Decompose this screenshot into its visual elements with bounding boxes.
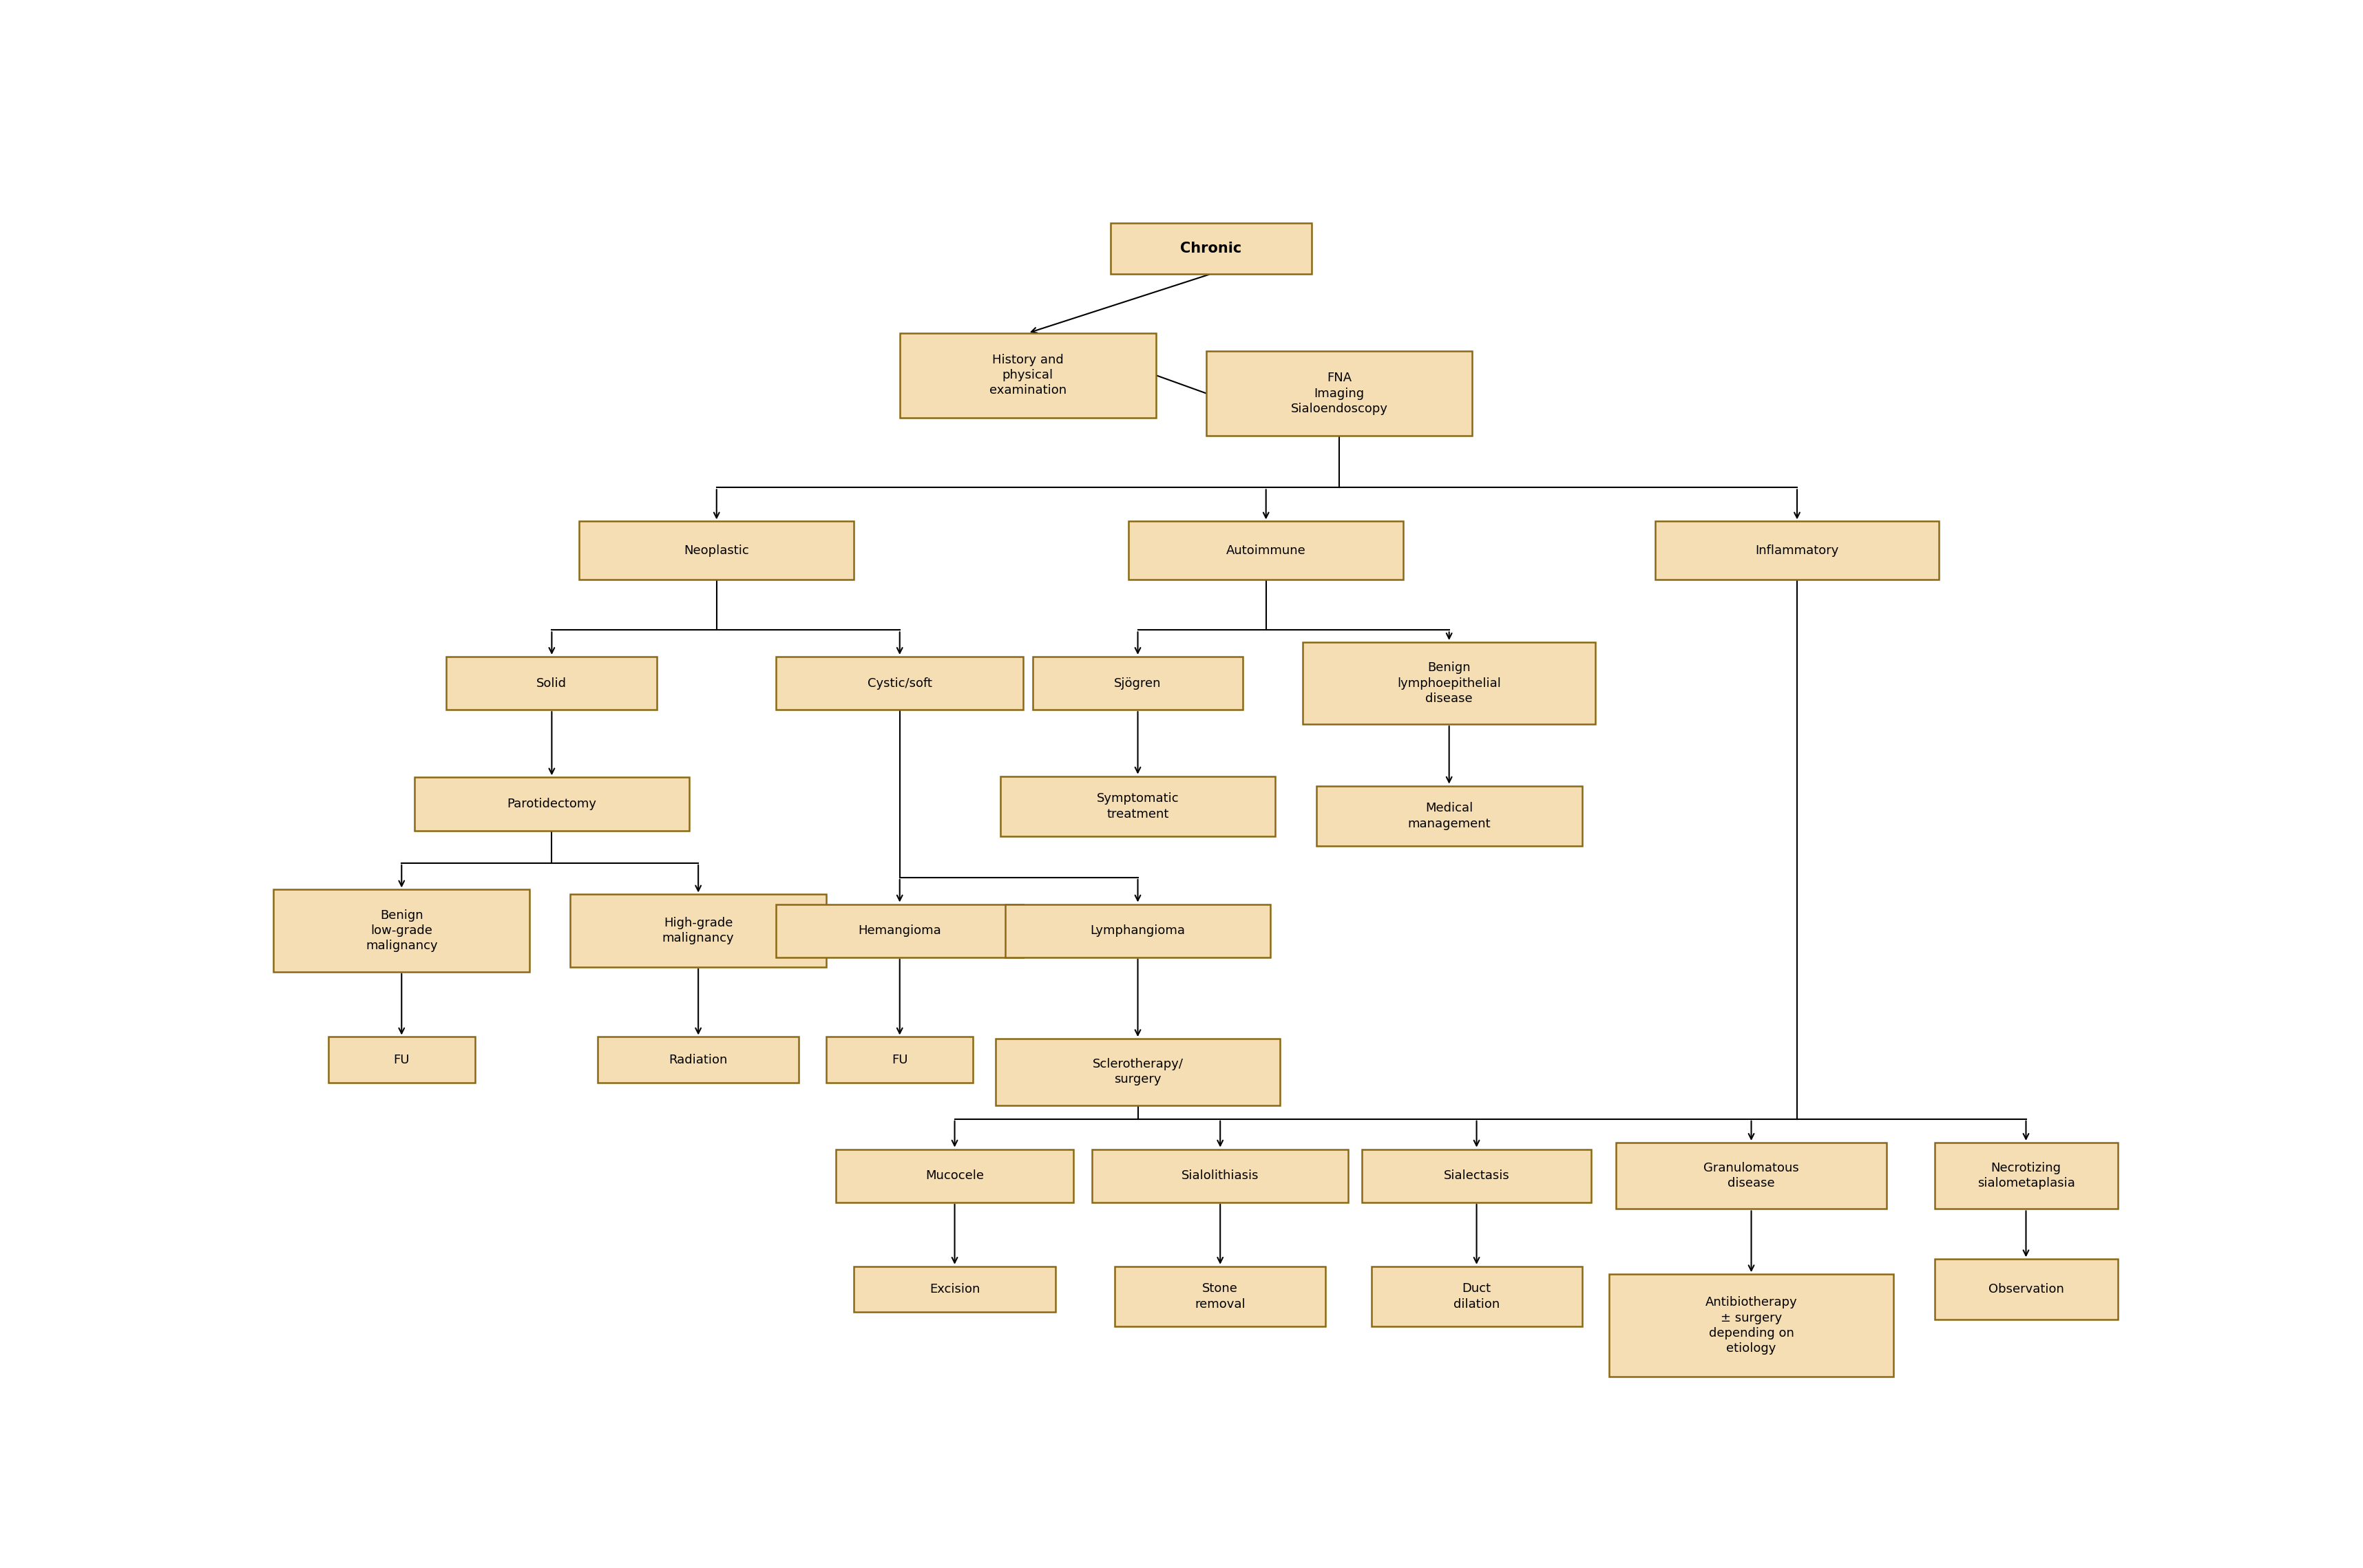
FancyBboxPatch shape <box>579 522 853 579</box>
Text: Sialolithiasis: Sialolithiasis <box>1182 1170 1259 1182</box>
FancyBboxPatch shape <box>274 889 529 972</box>
FancyBboxPatch shape <box>1371 1267 1581 1327</box>
FancyBboxPatch shape <box>1000 776 1276 836</box>
FancyBboxPatch shape <box>775 905 1023 956</box>
Text: Inflammatory: Inflammatory <box>1756 544 1838 557</box>
Text: Medical
management: Medical management <box>1408 803 1491 829</box>
FancyBboxPatch shape <box>1092 1149 1349 1203</box>
Text: FNA
Imaging
Sialoendoscopy: FNA Imaging Sialoendoscopy <box>1290 372 1387 416</box>
Text: Hemangioma: Hemangioma <box>858 925 940 938</box>
FancyBboxPatch shape <box>1609 1275 1893 1377</box>
FancyBboxPatch shape <box>569 894 827 967</box>
Text: History and
physical
examination: History and physical examination <box>990 354 1066 397</box>
Text: Sclerotherapy/
surgery: Sclerotherapy/ surgery <box>1092 1058 1184 1085</box>
FancyBboxPatch shape <box>853 1267 1056 1312</box>
Text: Neoplastic: Neoplastic <box>683 544 749 557</box>
FancyBboxPatch shape <box>1115 1267 1326 1327</box>
Text: Benign
lymphoepithelial
disease: Benign lymphoepithelial disease <box>1397 662 1501 704</box>
FancyBboxPatch shape <box>414 778 690 831</box>
FancyBboxPatch shape <box>1654 522 1940 579</box>
Text: Necrotizing
sialometaplasia: Necrotizing sialometaplasia <box>1978 1162 2075 1190</box>
Text: Chronic: Chronic <box>1179 241 1243 256</box>
FancyBboxPatch shape <box>1361 1149 1590 1203</box>
FancyBboxPatch shape <box>1004 905 1271 956</box>
Text: Parotidectomy: Parotidectomy <box>508 798 595 811</box>
FancyBboxPatch shape <box>1302 643 1595 724</box>
Text: Duct
dilation: Duct dilation <box>1453 1283 1501 1311</box>
FancyBboxPatch shape <box>1935 1143 2117 1209</box>
FancyBboxPatch shape <box>900 332 1156 417</box>
FancyBboxPatch shape <box>447 657 657 710</box>
Text: FU: FU <box>891 1054 907 1066</box>
FancyBboxPatch shape <box>995 1038 1281 1105</box>
Text: Granulomatous
disease: Granulomatous disease <box>1704 1162 1798 1190</box>
Text: Observation: Observation <box>1987 1283 2063 1295</box>
Text: Benign
low-grade
malignancy: Benign low-grade malignancy <box>366 909 437 952</box>
Text: Sjögren: Sjögren <box>1115 677 1160 690</box>
Text: Mucocele: Mucocele <box>926 1170 983 1182</box>
FancyBboxPatch shape <box>328 1036 475 1083</box>
FancyBboxPatch shape <box>1316 786 1581 847</box>
Text: Sialectasis: Sialectasis <box>1444 1170 1510 1182</box>
Text: Autoimmune: Autoimmune <box>1226 544 1307 557</box>
Text: Excision: Excision <box>929 1283 981 1295</box>
Text: Antibiotherapy
± surgery
depending on
etiology: Antibiotherapy ± surgery depending on et… <box>1706 1297 1798 1355</box>
Text: Stone
removal: Stone removal <box>1196 1283 1245 1311</box>
Text: Radiation: Radiation <box>669 1054 728 1066</box>
Text: Cystic/soft: Cystic/soft <box>867 677 931 690</box>
FancyBboxPatch shape <box>827 1036 974 1083</box>
FancyBboxPatch shape <box>1130 522 1404 579</box>
FancyBboxPatch shape <box>1207 351 1472 436</box>
Text: Solid: Solid <box>536 677 567 690</box>
FancyBboxPatch shape <box>775 657 1023 710</box>
Text: FU: FU <box>395 1054 409 1066</box>
FancyBboxPatch shape <box>598 1036 799 1083</box>
Text: Lymphangioma: Lymphangioma <box>1089 925 1186 938</box>
FancyBboxPatch shape <box>1033 657 1243 710</box>
FancyBboxPatch shape <box>1111 223 1311 274</box>
FancyBboxPatch shape <box>837 1149 1073 1203</box>
FancyBboxPatch shape <box>1616 1143 1886 1209</box>
Text: Symptomatic
treatment: Symptomatic treatment <box>1096 792 1179 820</box>
FancyBboxPatch shape <box>1935 1259 2117 1319</box>
Text: High-grade
malignancy: High-grade malignancy <box>662 917 735 944</box>
